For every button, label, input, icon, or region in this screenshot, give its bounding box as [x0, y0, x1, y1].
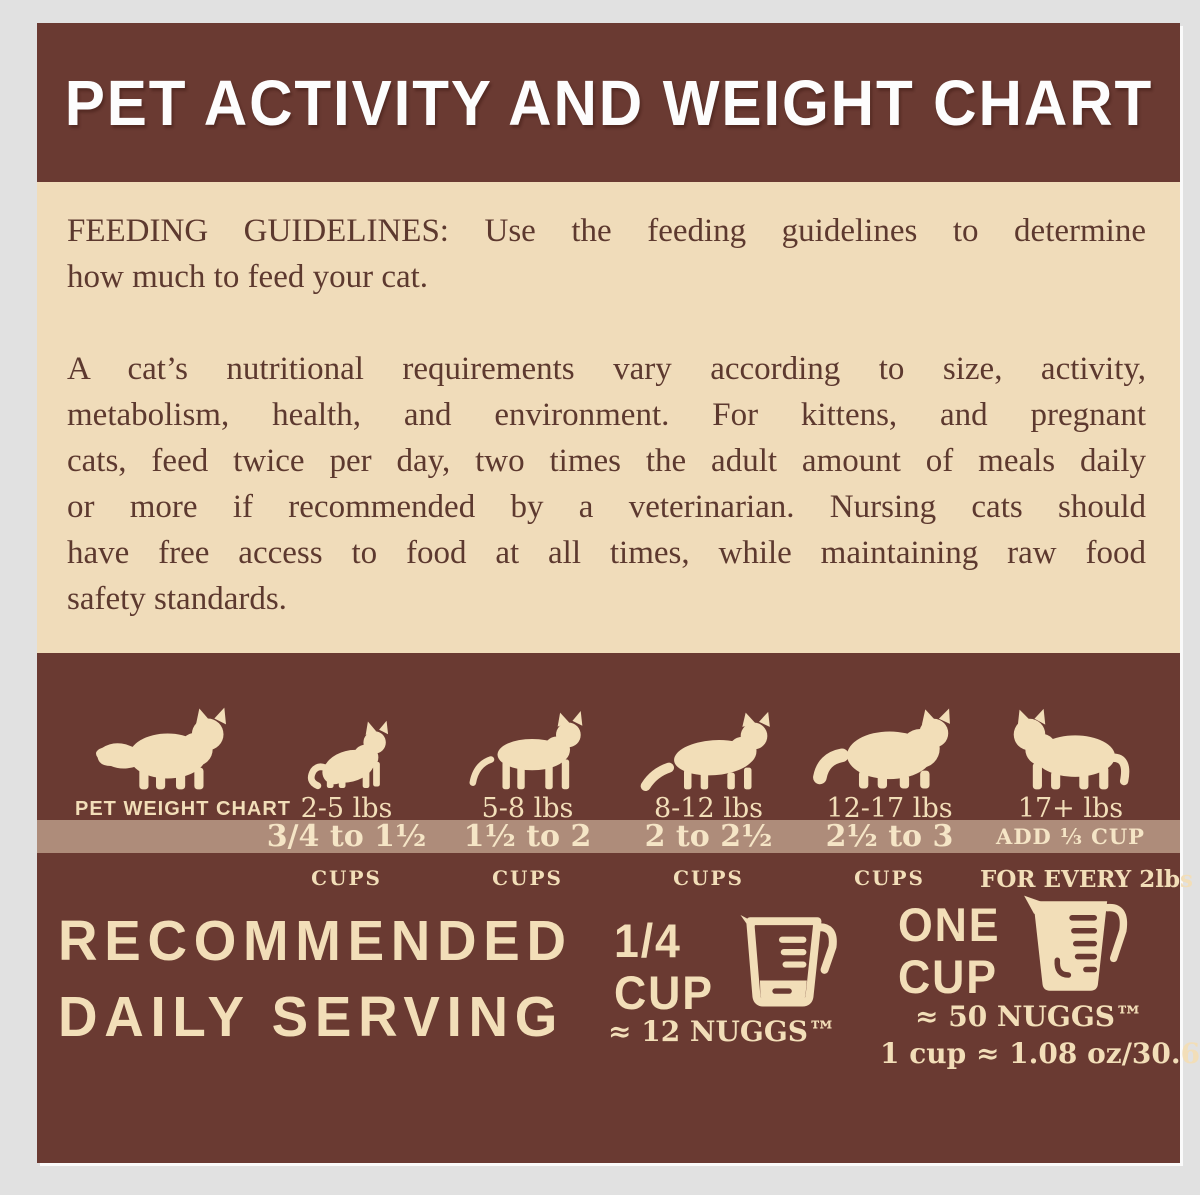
measuring-cup-quarter-icon	[740, 915, 837, 1007]
serving-title-line2: DAILY SERVING	[58, 985, 565, 1049]
quarter-cup-line2: CUP	[614, 966, 714, 1019]
recommended-daily-serving-title: RECOMMENDED DAILY SERVING	[58, 903, 573, 1055]
stalking-cat-icon	[640, 711, 770, 791]
fluffy-cat-icon	[812, 708, 950, 789]
amount-label: 2½ to 3	[825, 818, 954, 854]
measuring-cup-full-icon	[1024, 895, 1128, 991]
guidelines-line: A cat’s nutritional requirements vary ac…	[67, 351, 1146, 387]
amount-label: 2 to 2½	[644, 818, 773, 854]
guidelines-line: FEEDING GUIDELINES: Use the feeding guid…	[67, 213, 1146, 249]
one-cup-label: ONE CUP	[898, 899, 1000, 1003]
large-cat-icon	[1013, 708, 1129, 790]
longhair-cat-icon	[95, 707, 226, 790]
guidelines-line: how much to feed your cat.	[67, 259, 429, 295]
slim-cat-icon	[469, 710, 582, 790]
cat-silhouettes-row	[75, 691, 1161, 791]
kitten-cat-icon	[307, 720, 388, 790]
weight-label: 2-5 lbs	[300, 793, 393, 824]
weight-label: 5-8 lbs	[481, 793, 574, 824]
one-cup-nuggs-note: ≈ 50 NUGGS™	[915, 1000, 1143, 1033]
weight-label: 8-12 lbs	[653, 793, 763, 824]
weight-label: 12-17 lbs	[826, 793, 953, 824]
quarter-cup-label: 1/4 CUP	[614, 915, 714, 1019]
cups-unit-label: CUPS	[311, 866, 382, 890]
title-section: PET ACTIVITY AND WEIGHT CHART	[37, 23, 1180, 182]
serving-title-line1: RECOMMENDED	[58, 909, 573, 973]
cups-unit-label: FOR EVERY 2lbs	[980, 866, 1193, 893]
quarter-cup-nuggs-note: ≈ 12 NUGGS™	[608, 1015, 836, 1048]
serving-amounts-row: 3/4 to 1½ 1½ to 2 2 to 2½ 2½ to 3 ADD ⅓ …	[75, 813, 1161, 859]
feeding-guidelines-intro: FEEDING GUIDELINES: Use the feeding guid…	[67, 208, 1146, 300]
page-title: PET ACTIVITY AND WEIGHT CHART	[64, 66, 1153, 139]
weight-label: 17+ lbs	[1017, 793, 1124, 824]
cups-unit-label: CUPS	[492, 866, 563, 890]
pet-weight-chart-label: PET WEIGHT CHART	[75, 798, 291, 820]
quarter-cup-line1: 1/4	[614, 914, 682, 967]
feeding-guidelines-detail: A cat’s nutritional requirements vary ac…	[67, 346, 1146, 622]
cups-unit-label: CUPS	[673, 866, 744, 890]
guidelines-line: safety standards.	[67, 581, 287, 617]
feeding-guidelines-panel: FEEDING GUIDELINES: Use the feeding guid…	[37, 182, 1180, 653]
cups-units-row: CUPS CUPS CUPS CUPS FOR EVERY 2lbs	[75, 860, 1193, 893]
guidelines-line: cats, feed twice per day, two times the …	[67, 443, 1146, 479]
serving-amount-band	[37, 820, 1180, 853]
guidelines-line: have free access to food at all times, w…	[67, 535, 1146, 571]
one-cup-line2: CUP	[898, 950, 998, 1003]
cups-unit-label: CUPS	[854, 866, 925, 890]
cup-weight-conversion-note: 1 cup ≈ 1.08 oz/30.6 g	[880, 1037, 1200, 1070]
guidelines-line: or more if recommended by a veterinarian…	[67, 489, 1146, 525]
pet-food-label-card: PET ACTIVITY AND WEIGHT CHART FEEDING GU…	[37, 23, 1200, 1163]
weight-labels-row: PET WEIGHT CHART 2-5 lbs 5-8 lbs 8-12 lb…	[75, 793, 1161, 824]
guidelines-line: metabolism, health, and environment. For…	[67, 397, 1146, 433]
amount-label: ADD ⅓ CUP	[996, 823, 1145, 849]
one-cup-line1: ONE	[898, 898, 1001, 951]
amount-label: 3/4 to 1½	[266, 818, 427, 854]
amount-label: 1½ to 2	[463, 818, 592, 854]
weight-chart-section: PET WEIGHT CHART 2-5 lbs 5-8 lbs 8-12 lb…	[37, 653, 1200, 1163]
